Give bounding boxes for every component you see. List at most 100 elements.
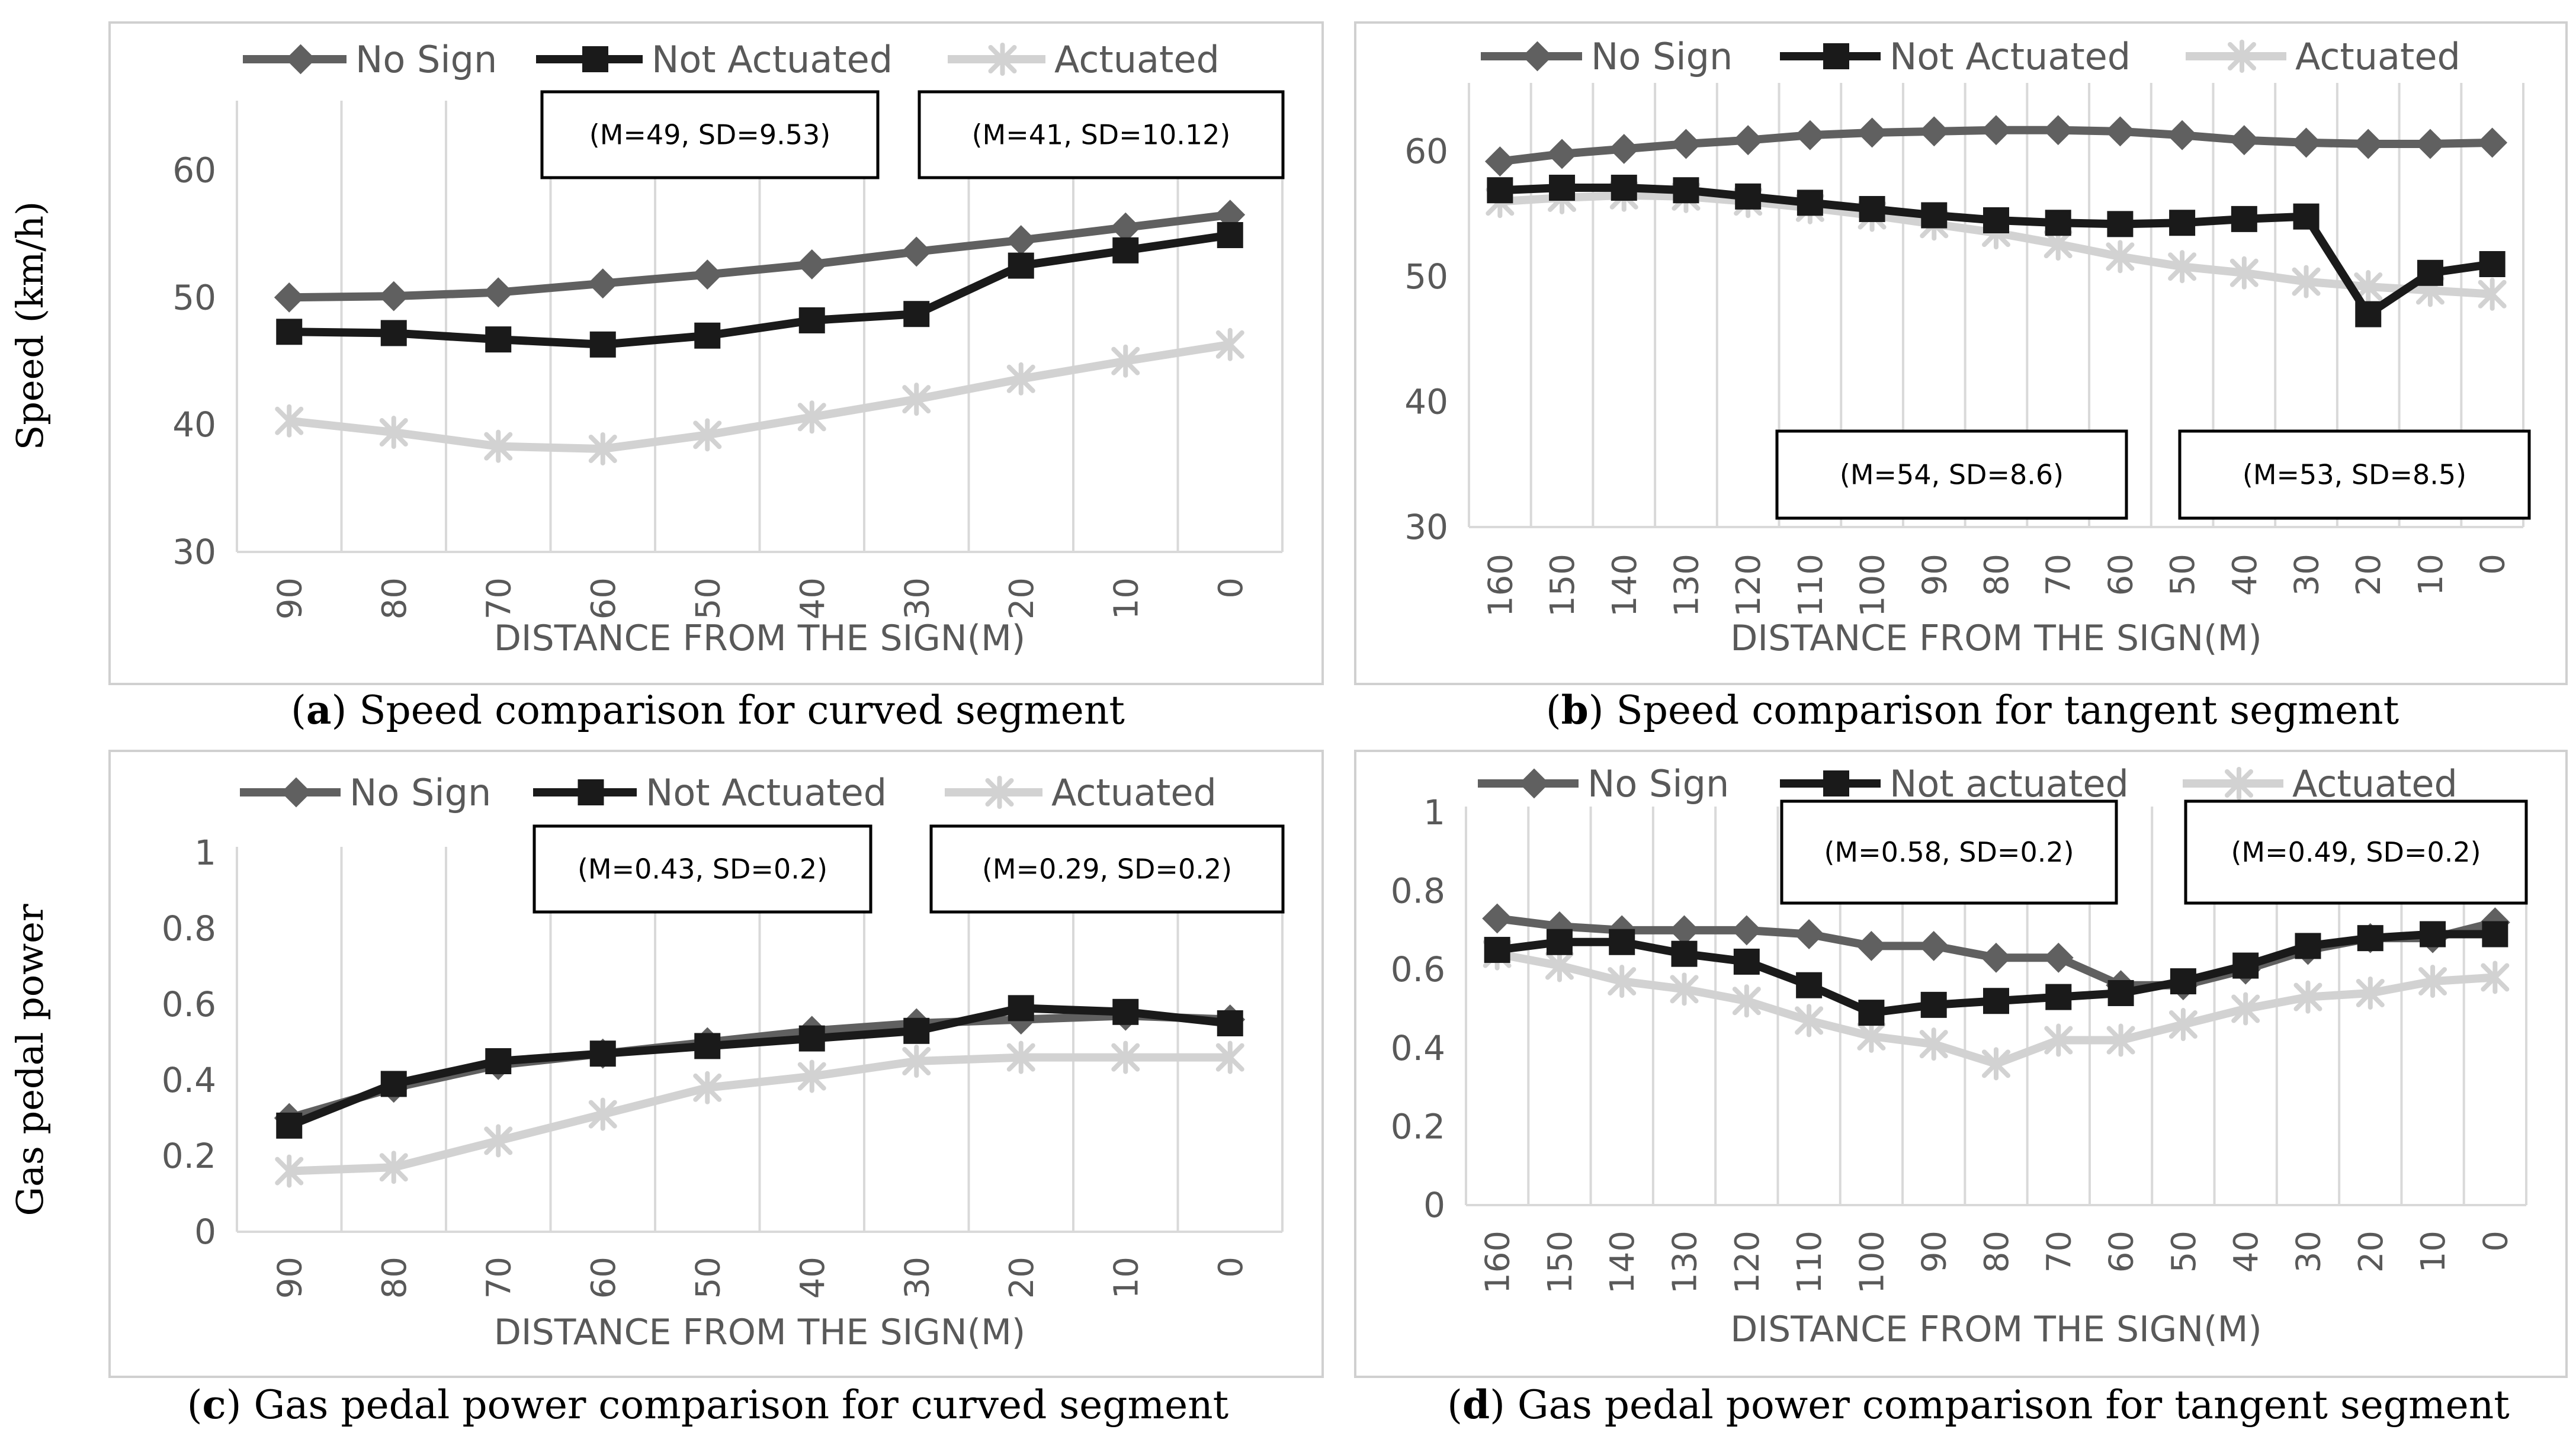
- x-tick-label: 140: [1603, 1231, 1642, 1294]
- data-point: [589, 331, 616, 358]
- series-line-no-sign: [289, 210, 1231, 302]
- x-tick-label: 80: [376, 1257, 414, 1299]
- x-tick-label: 130: [1667, 554, 1706, 617]
- data-point: [1858, 1000, 1885, 1026]
- x-tick-label: 70: [480, 1257, 518, 1299]
- data-point: [380, 1071, 407, 1097]
- x-tick-label: 0: [2476, 1231, 2515, 1252]
- data-point: [1111, 1040, 1140, 1074]
- data-point: [1008, 995, 1034, 1022]
- data-point: [2293, 203, 2320, 230]
- y-tick-label: 30: [1404, 507, 1448, 547]
- y-tick-label: 40: [172, 404, 216, 445]
- data-point: [2482, 921, 2508, 947]
- data-point: [1008, 252, 1034, 279]
- x-tick-label: 40: [2226, 554, 2264, 596]
- y-tick-label: 30: [172, 532, 216, 572]
- data-point: [1217, 1010, 1243, 1036]
- panel-caption: (a) Speed comparison for curved segment: [291, 687, 1125, 733]
- y-axis-label-gas-pedal: Gas pedal power: [8, 904, 52, 1216]
- y-tick-label: 0.8: [1391, 871, 1445, 911]
- y-tick-label: 60: [172, 150, 216, 190]
- annotation-box: [2178, 429, 2531, 520]
- data-point: [2417, 259, 2443, 286]
- data-point: [2356, 976, 2385, 1010]
- data-point: [1487, 177, 1513, 204]
- legend-label: No Sign: [1587, 762, 1729, 805]
- data-point: [484, 429, 513, 463]
- data-point: [1920, 991, 1947, 1018]
- data-point: [2170, 968, 2196, 995]
- x-tick-label: 50: [2164, 554, 2202, 596]
- x-tick-label: 20: [2350, 554, 2388, 596]
- x-tick-label: 150: [1544, 554, 1582, 617]
- chart-panel-a: 30 40 50 60 90 80 70 60 50 40 30 20 10 0 No Sign Not Ac…: [108, 21, 1324, 733]
- data-point: [694, 322, 721, 349]
- data-point: [485, 1048, 512, 1074]
- x-tick-label: 0: [1212, 577, 1250, 599]
- data-point: [2168, 1008, 2198, 1042]
- y-tick-label: 0: [194, 1212, 216, 1252]
- x-tick-label: 90: [271, 577, 309, 619]
- legend-label: Not Actuated: [652, 38, 893, 81]
- data-point: [2357, 925, 2383, 952]
- y-tick-label: 0.4: [1391, 1028, 1445, 1068]
- data-point: [902, 383, 931, 416]
- data-point: [2479, 251, 2506, 277]
- data-point: [2353, 129, 2383, 159]
- series-line-not-actuated: [289, 231, 1231, 349]
- legend-marker: [1522, 41, 1552, 72]
- data-point: [1856, 931, 1887, 961]
- data-point: [1921, 202, 1948, 229]
- data-point: [797, 1059, 826, 1093]
- chart-panel-c: 0 0.2 0.4 0.6 0.8 1 90 80 70 60 50 40 30 20 10 0 No Sign…: [108, 750, 1324, 1428]
- x-tick-label: 20: [1003, 1257, 1041, 1299]
- data-point: [484, 1124, 513, 1158]
- data-point: [379, 416, 408, 449]
- x-tick-label: 110: [1792, 554, 1830, 617]
- series-line-not-actuated: [287, 1004, 1231, 1130]
- x-tick-label: 90: [1916, 554, 1954, 596]
- data-point: [693, 1071, 722, 1104]
- data-point: [2232, 952, 2259, 979]
- data-point: [797, 249, 827, 280]
- x-tick-label: 40: [794, 577, 832, 619]
- data-point: [588, 432, 617, 465]
- data-point: [1797, 189, 1823, 216]
- x-axis-label: DISTANCE FROM THE SIGN(M): [494, 618, 1026, 659]
- data-point: [1919, 1027, 1948, 1061]
- legend-marker: [1519, 768, 1550, 799]
- y-tick-label: 0.2: [1391, 1106, 1445, 1146]
- data-point: [2044, 1023, 2073, 1057]
- legend-marker: [2228, 40, 2256, 73]
- data-point: [1982, 1047, 2010, 1081]
- data-point: [2045, 984, 2072, 1010]
- x-tick-label: 110: [1791, 1231, 1829, 1294]
- x-tick-label: 60: [585, 577, 623, 619]
- y-tick-label: 1: [194, 833, 216, 873]
- data-point: [2107, 979, 2134, 1006]
- x-tick-label: 30: [898, 577, 936, 619]
- annotation-text: (M=0.43, SD=0.2): [578, 853, 827, 885]
- data-point: [2355, 301, 2382, 327]
- x-tick-label: 50: [689, 1257, 727, 1299]
- legend-marker: [285, 44, 316, 75]
- data-point: [692, 259, 723, 290]
- legend-label: Actuated: [2295, 35, 2460, 78]
- legend-label: Not Actuated: [646, 771, 887, 814]
- data-point: [797, 400, 826, 434]
- y-tick-label: 0.2: [162, 1136, 216, 1176]
- data-point: [275, 404, 304, 438]
- data-point: [1006, 1040, 1035, 1074]
- data-point: [275, 1154, 304, 1188]
- data-point: [2477, 127, 2508, 158]
- data-point: [1981, 942, 2012, 973]
- data-point: [588, 268, 618, 299]
- data-point: [2105, 116, 2135, 147]
- legend-label: Actuated: [2292, 762, 2458, 805]
- data-point: [2229, 125, 2260, 156]
- data-point: [1733, 125, 1763, 156]
- x-tick-label: 70: [2040, 1231, 2078, 1273]
- x-tick-label: 60: [585, 1257, 623, 1299]
